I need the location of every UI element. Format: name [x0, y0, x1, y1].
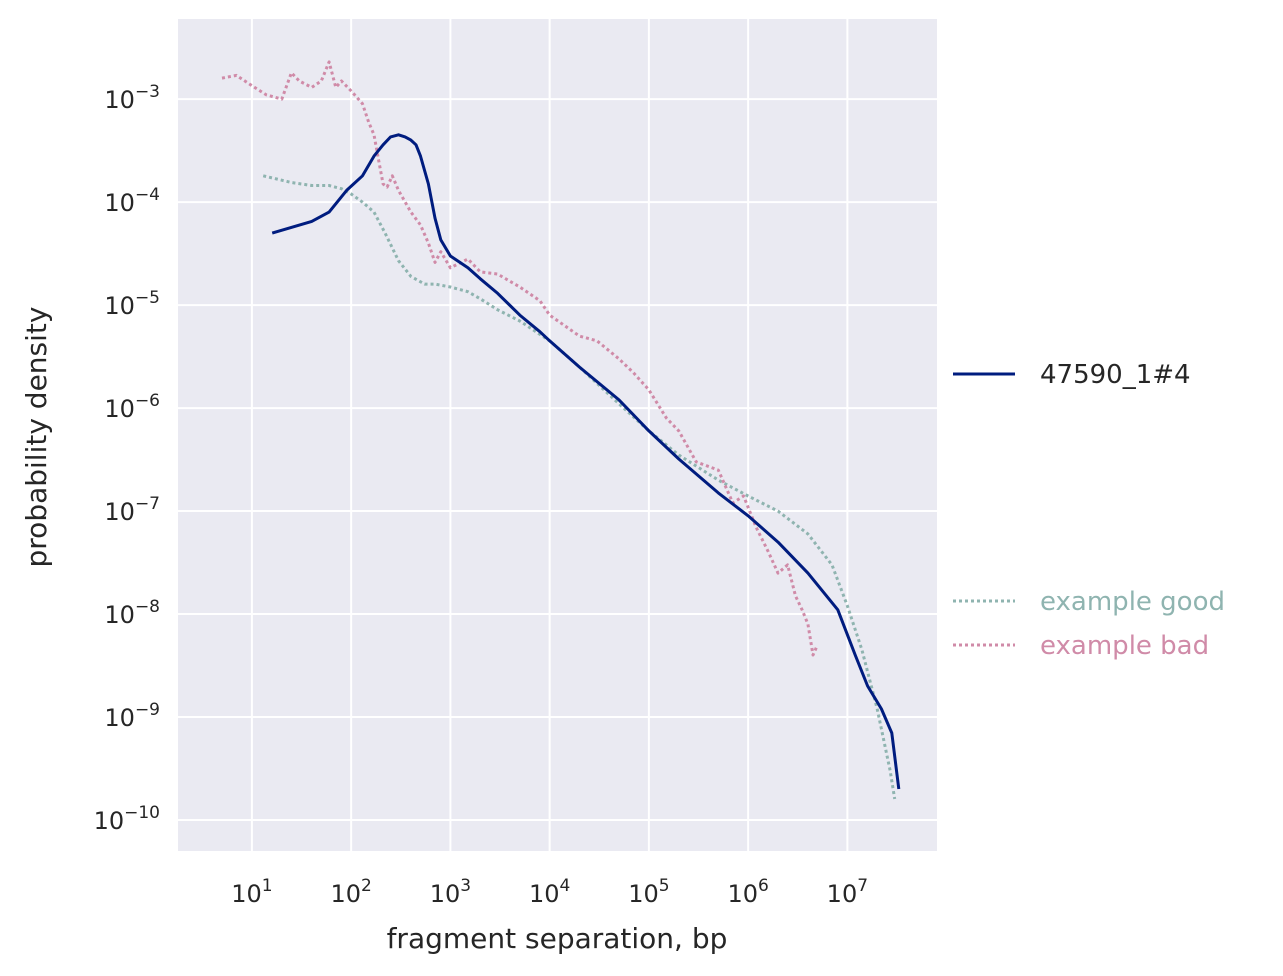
- x-tick-label: 102: [330, 876, 371, 908]
- series-line-47590-1-4: [271, 133, 901, 790]
- y-tick-label: 10−3: [104, 82, 160, 114]
- y-tick-label: 10−4: [104, 185, 160, 217]
- y-tick-label: 10−8: [104, 597, 160, 629]
- x-tick-label: 103: [430, 876, 471, 908]
- y-axis-label: probability density: [20, 307, 53, 568]
- y-tick-label: 10−7: [104, 494, 160, 526]
- y-gridlines: [178, 98, 937, 821]
- y-tick-label: 10−9: [104, 700, 160, 732]
- legend-label: example bad: [1040, 631, 1209, 661]
- x-gridlines: [250, 19, 849, 851]
- y-tick-label: 10−5: [104, 288, 160, 320]
- x-axis-label: fragment separation, bp: [387, 922, 728, 955]
- series-layer: [221, 60, 901, 800]
- x-tick-label: 101: [231, 876, 272, 908]
- x-tick-label: 105: [628, 876, 669, 908]
- series-line-example-bad: [221, 60, 819, 657]
- legend-label: example good: [1040, 587, 1225, 617]
- x-tick-label: 104: [529, 876, 570, 908]
- legend-label: 47590_1#4: [1040, 360, 1191, 390]
- series-line-example-good: [262, 174, 897, 800]
- y-tick-label: 10−6: [104, 391, 160, 423]
- x-tick-labels: 101 102 103 104 105 106 107: [231, 876, 868, 908]
- y-tick-labels: 10−3 10−4 10−5 10−6 10−7 10−8 10−9 10−10: [94, 82, 160, 835]
- plot-area: [178, 19, 937, 851]
- x-tick-label: 107: [827, 876, 868, 908]
- x-tick-label: 106: [727, 876, 768, 908]
- y-tick-label: 10−10: [94, 803, 160, 835]
